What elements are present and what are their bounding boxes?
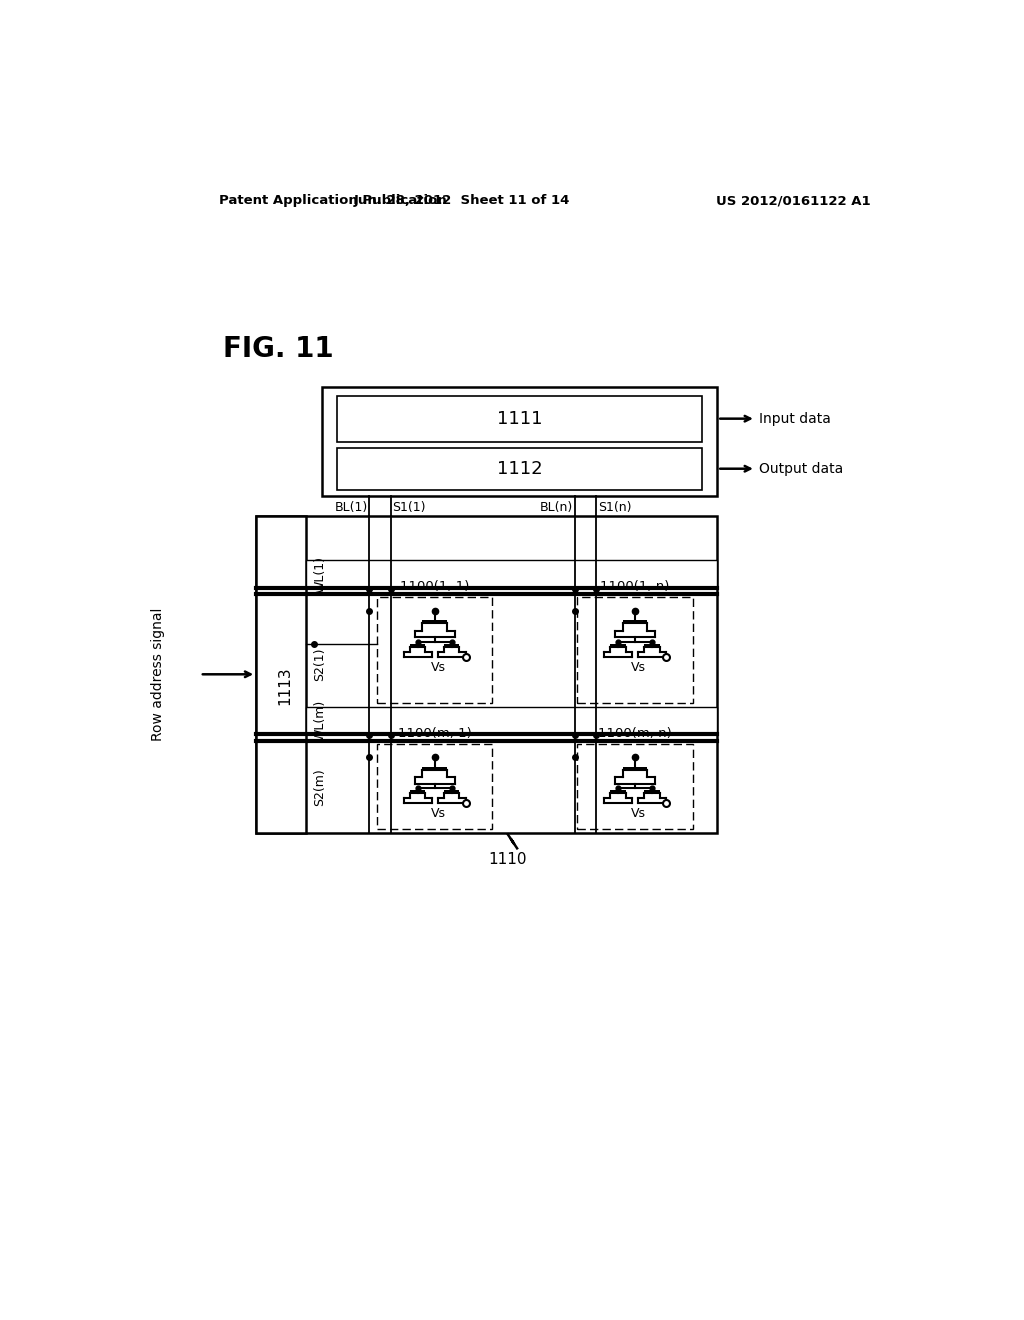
Text: S2(m): S2(m): [313, 768, 327, 805]
Bar: [623, 767, 647, 770]
Bar: [377, 743, 493, 829]
Bar: [578, 743, 692, 829]
Bar: [256, 516, 306, 833]
Text: Output data: Output data: [759, 462, 843, 475]
Bar: [644, 644, 659, 647]
Bar: [337, 396, 701, 442]
Text: WL(m): WL(m): [313, 700, 327, 741]
Bar: [306, 706, 717, 734]
Bar: [337, 447, 701, 490]
Text: 1100(1, 1): 1100(1, 1): [400, 581, 469, 594]
Text: S1(1): S1(1): [392, 500, 426, 513]
Text: Vs: Vs: [631, 661, 646, 675]
Text: Row address signal: Row address signal: [151, 607, 165, 741]
Bar: [578, 597, 692, 702]
Bar: [306, 561, 717, 589]
Bar: [422, 767, 447, 770]
Text: US 2012/0161122 A1: US 2012/0161122 A1: [716, 194, 870, 207]
Text: 1100(m, n): 1100(m, n): [598, 727, 672, 739]
Text: Vs: Vs: [431, 807, 446, 820]
Text: Patent Application Publication: Patent Application Publication: [219, 194, 446, 207]
Text: FIG. 11: FIG. 11: [223, 335, 334, 363]
Bar: [322, 387, 717, 496]
Text: Vs: Vs: [631, 807, 646, 820]
Text: 1100(m, 1): 1100(m, 1): [398, 727, 472, 739]
Text: 1110: 1110: [488, 853, 527, 867]
Bar: [377, 597, 493, 702]
Bar: [444, 789, 460, 793]
Text: BL(1): BL(1): [335, 500, 368, 513]
Bar: [410, 789, 425, 793]
Text: 1111: 1111: [497, 409, 542, 428]
Text: Vs: Vs: [431, 661, 446, 675]
Bar: [422, 620, 447, 623]
Bar: [610, 789, 626, 793]
Bar: [256, 516, 717, 833]
Text: 1112: 1112: [497, 459, 543, 478]
Text: 1100(1, n): 1100(1, n): [600, 581, 670, 594]
Text: Jun. 28, 2012  Sheet 11 of 14: Jun. 28, 2012 Sheet 11 of 14: [353, 194, 569, 207]
Bar: [444, 644, 460, 647]
Text: BL(n): BL(n): [540, 500, 573, 513]
Bar: [610, 644, 626, 647]
Bar: [623, 620, 647, 623]
Text: 1113: 1113: [278, 667, 293, 705]
Text: Input data: Input data: [759, 412, 830, 425]
Bar: [410, 644, 425, 647]
Text: WL(1): WL(1): [313, 556, 327, 593]
Bar: [644, 789, 659, 793]
Text: S2(1): S2(1): [313, 648, 327, 681]
Text: S1(n): S1(n): [598, 500, 632, 513]
